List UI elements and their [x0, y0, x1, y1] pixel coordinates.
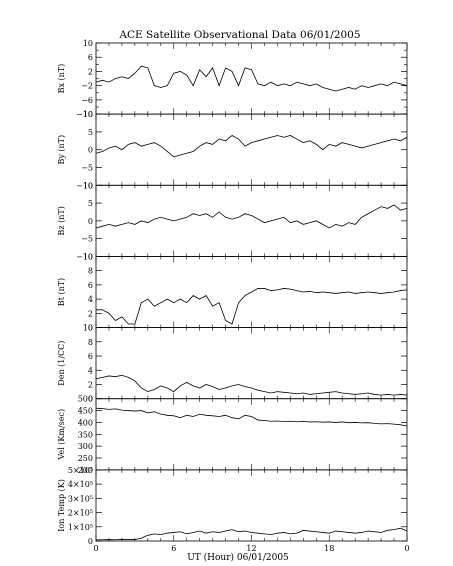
x-axis-label: UT (Hour) 06/01/2005 — [187, 552, 289, 563]
y-tick-label: 10 — [83, 324, 93, 333]
series-line — [95, 65, 408, 92]
y-tick-label: −10 — [76, 252, 93, 261]
y-tick-label: −10 — [76, 181, 93, 190]
panel-2: −10 −5 0 5 10 By (nT) — [57, 110, 408, 190]
series-line — [95, 374, 408, 396]
y-axis-label: Bt (nT) — [57, 278, 66, 306]
panel-5: 0 2 4 6 8 10 Den (1/CC) — [57, 324, 408, 404]
y-tick-label: 2×10⁵ — [68, 509, 93, 518]
y-axis-label: Den (1/CC) — [57, 341, 66, 386]
y-tick-label: 4 — [88, 295, 93, 304]
y-tick-label: 0 — [88, 395, 93, 404]
y-tick-label: 0 — [88, 217, 93, 226]
y-tick-label: 10 — [83, 110, 93, 119]
y-axis-label: Bx (nT) — [57, 64, 66, 94]
panel-frame — [95, 42, 408, 115]
y-tick-label: 10 — [83, 39, 93, 48]
y-tick-label: 8 — [88, 267, 93, 276]
panel-frame — [95, 469, 408, 542]
panel-frame — [95, 398, 408, 471]
y-tick-label: 1×10⁵ — [68, 523, 93, 532]
y-tick-label: −10 — [76, 110, 93, 119]
y-tick-label: 10 — [83, 181, 93, 190]
y-tick-label: 2 — [88, 67, 93, 76]
y-tick-label: 6 — [88, 281, 93, 290]
series-line — [96, 288, 408, 325]
chart-title: ACE Satellite Observational Data 06/01/2… — [118, 29, 360, 41]
y-tick-label: 2 — [88, 309, 93, 318]
panel-1: −10 −6 −2 2 6 10 Bx (nT) — [57, 39, 408, 119]
y-tick-label: 450 — [78, 407, 93, 416]
y-tick-label: 5 — [88, 128, 93, 137]
panel-4: 0 2 4 6 8 10 Bt (nT) — [57, 252, 408, 333]
y-tick-label: 8 — [88, 338, 93, 347]
x-tick-label: 0 — [404, 544, 409, 553]
panel-frame — [95, 113, 408, 186]
y-tick-label: 4 — [88, 366, 93, 375]
panels-group: −10 −6 −2 2 6 10 Bx (nT) −10 −5 0 5 10 By (nT) −10 −5 0… — [57, 39, 410, 553]
series-line — [95, 135, 408, 158]
y-tick-label: 6 — [88, 352, 93, 361]
y-tick-label: −5 — [81, 235, 93, 244]
y-tick-label: −5 — [81, 164, 93, 173]
x-tick-label: 12 — [246, 544, 256, 553]
y-tick-label: 200 — [78, 466, 93, 475]
x-tick-label: 0 — [93, 544, 98, 553]
y-tick-label: −6 — [81, 96, 93, 105]
y-tick-label: 4×10⁵ — [68, 480, 93, 489]
y-tick-label: 0 — [88, 324, 93, 333]
y-axis-label: Vel (Km/sec) — [57, 409, 66, 461]
series-line — [95, 204, 408, 229]
y-tick-label: 5 — [88, 199, 93, 208]
y-tick-label: 400 — [78, 418, 93, 427]
y-tick-label: 300 — [78, 442, 93, 451]
y-tick-label: 10 — [83, 252, 93, 261]
series-line — [95, 527, 408, 541]
y-tick-label: 500 — [78, 395, 93, 404]
y-tick-label: 250 — [78, 454, 93, 463]
x-tick-label: 6 — [171, 544, 176, 553]
y-tick-label: 0 — [88, 146, 93, 155]
y-tick-label: 6 — [88, 53, 93, 62]
y-tick-label: 2 — [88, 380, 93, 389]
series-line — [95, 407, 408, 427]
y-tick-label: 5×10⁵ — [68, 466, 93, 475]
x-tick-label: 18 — [324, 544, 334, 553]
panel-6: 200 250 300 350 400 450 500 Vel (Km/sec) — [57, 395, 408, 475]
panel-3: −10 −5 0 5 10 Bz (nT) — [57, 181, 408, 261]
y-axis-label: Bz (nT) — [57, 206, 66, 235]
y-tick-label: −2 — [81, 82, 93, 91]
y-tick-label: 3×10⁵ — [68, 494, 93, 503]
y-axis-label: Ion Temp (K) — [57, 479, 66, 532]
y-tick-label: 0 — [88, 537, 93, 546]
y-axis-label: By (nT) — [57, 135, 66, 165]
y-tick-label: 350 — [78, 430, 93, 439]
